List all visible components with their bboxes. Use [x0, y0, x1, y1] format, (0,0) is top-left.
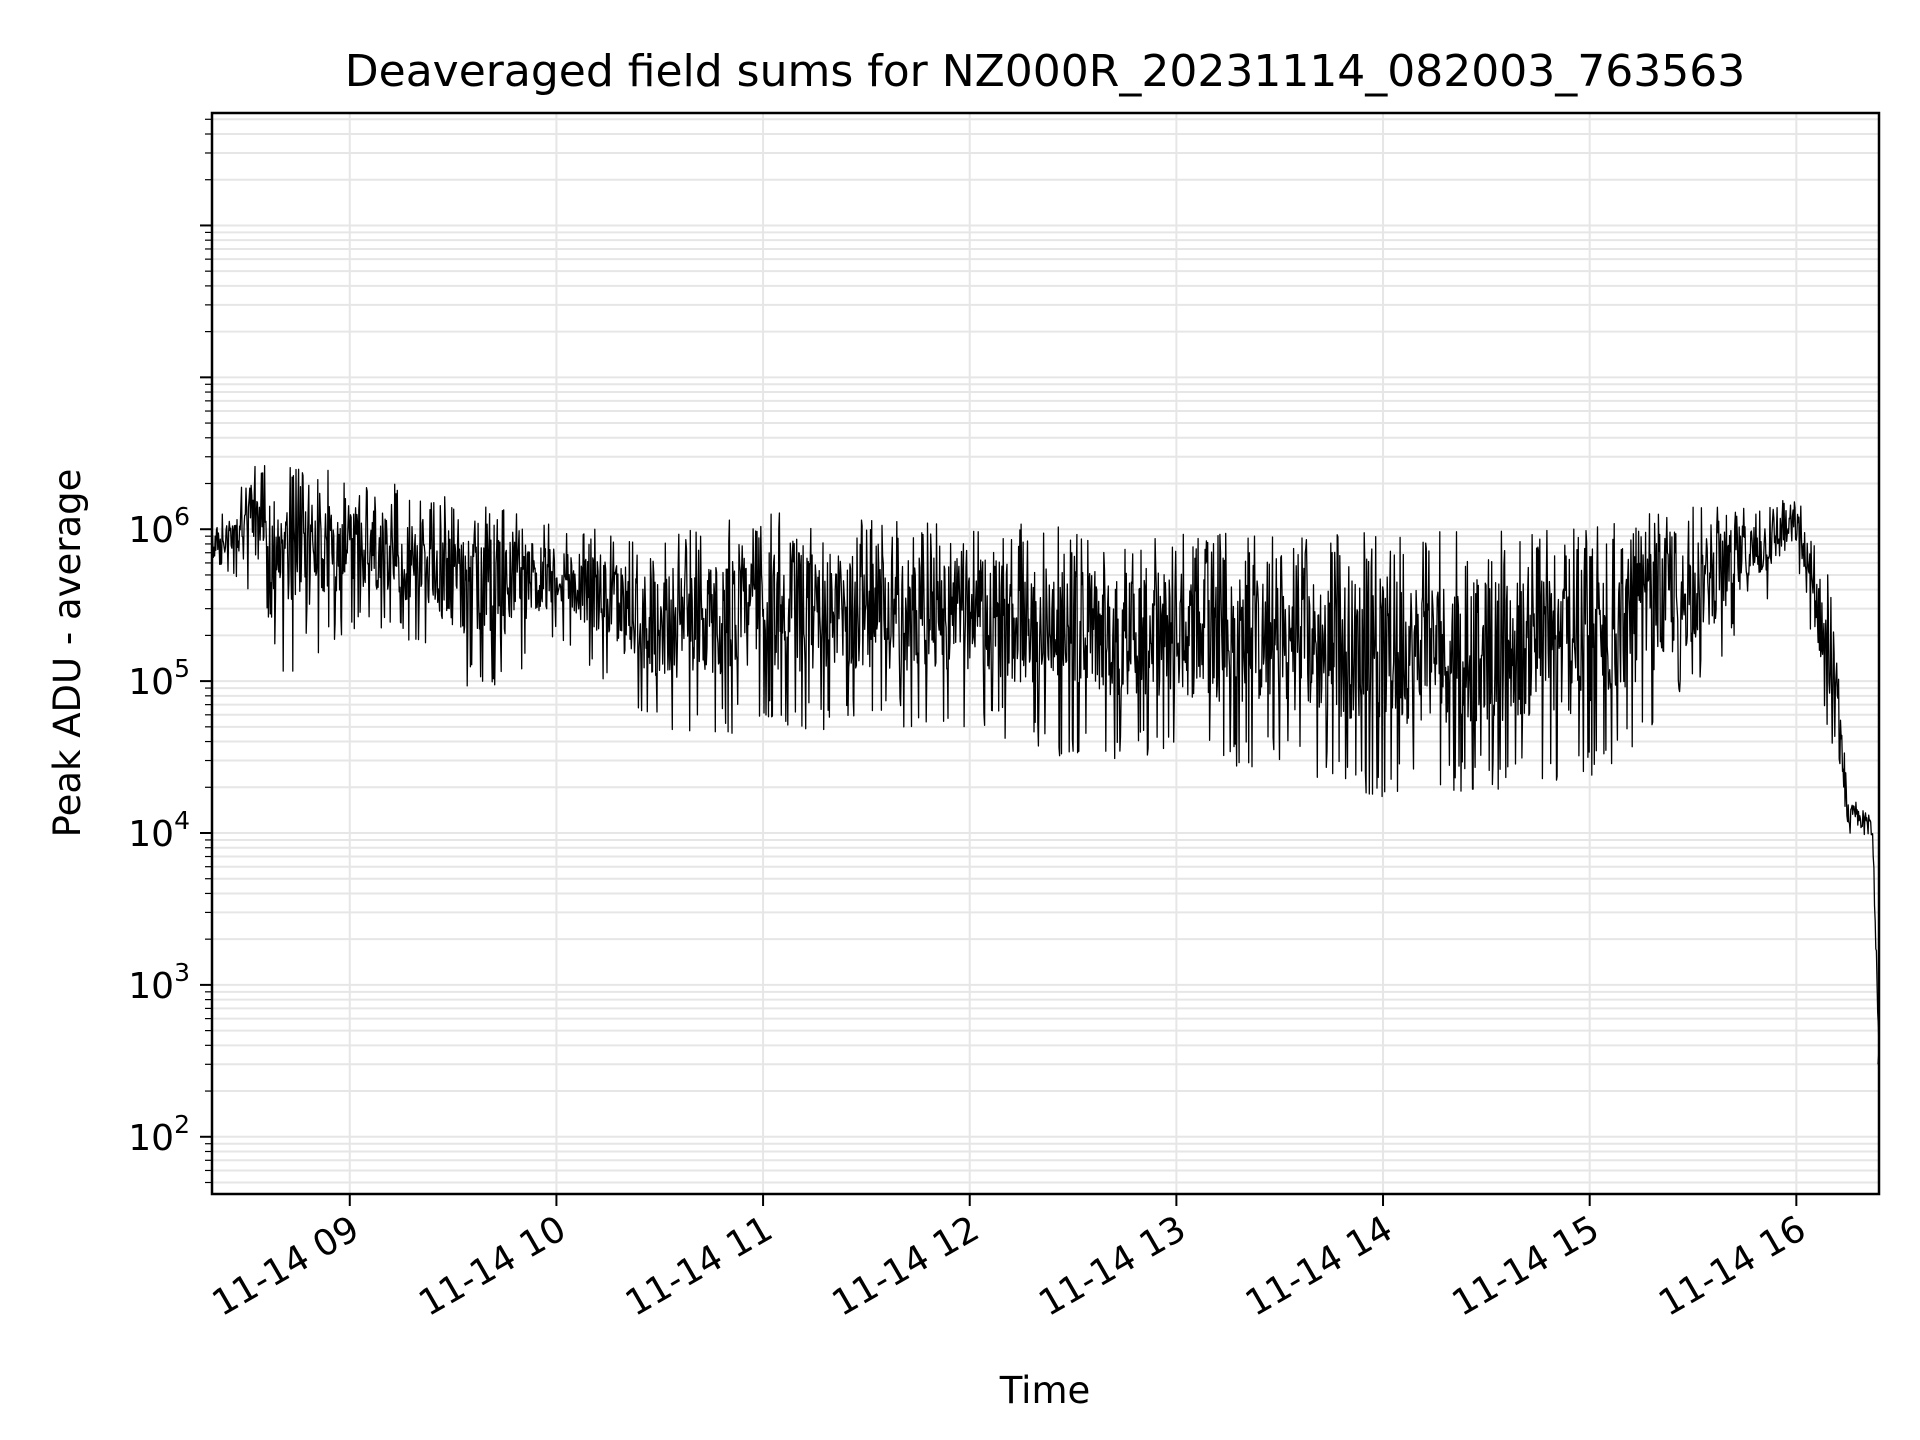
x-tick-label: 11-14 15: [1446, 1208, 1607, 1324]
y-tick-label: 102: [128, 1110, 190, 1159]
x-tick-label: 11-14 11: [619, 1208, 780, 1324]
x-tick-label: 11-14 12: [826, 1208, 987, 1324]
y-tick-label: 104: [128, 806, 190, 855]
y-tick-exponent: 2: [174, 1110, 190, 1139]
y-tick-label: 105: [128, 654, 190, 703]
series-line: [211, 464, 1880, 1065]
y-tick-base: 10: [128, 510, 174, 551]
x-axis-ticks: 11-14 09 11-14 10 11-14 11 11-14 12 11-14 13…: [206, 1194, 1813, 1325]
series-layer: [211, 464, 1880, 1065]
plot-frame: [210, 111, 1881, 1196]
y-tick-base: 10: [128, 814, 174, 855]
y-tick-label: 106: [128, 502, 190, 551]
x-tick-label: 11-14 13: [1032, 1208, 1193, 1324]
y-tick-exponent: 3: [174, 958, 190, 987]
x-tick-label: 11-14 09: [206, 1208, 367, 1324]
chart-title: Deaveraged field sums for NZ000R_2023111…: [345, 46, 1745, 97]
x-axis-label: Time: [999, 1369, 1091, 1412]
y-tick-base: 10: [128, 966, 174, 1007]
y-tick-base: 10: [128, 662, 174, 703]
x-tick-label: 11-14 10: [412, 1208, 573, 1324]
y-tick-exponent: 6: [174, 502, 190, 531]
x-tick-label: 11-14 14: [1239, 1208, 1400, 1324]
y-tick-base: 10: [128, 1118, 174, 1159]
grid: [212, 113, 1879, 1194]
y-axis-label: Peak ADU - average: [46, 469, 89, 838]
y-tick-exponent: 4: [174, 806, 190, 835]
x-tick-label: 11-14 16: [1652, 1208, 1813, 1324]
y-tick-label: 103: [128, 958, 190, 1007]
y-tick-exponent: 5: [174, 654, 190, 683]
